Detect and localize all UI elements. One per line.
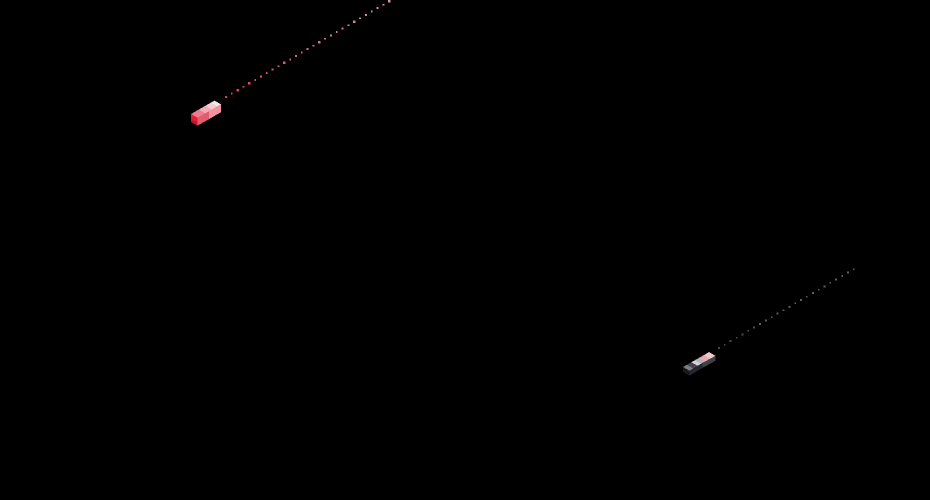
- trail-dot: [236, 89, 239, 92]
- trail-dot: [741, 333, 744, 336]
- red-vehicle-top-tip: [210, 100, 221, 107]
- trail-dot: [289, 58, 292, 61]
- gray-vehicle-end-cap: [683, 367, 690, 376]
- trail-dot: [376, 6, 379, 10]
- trail-dot: [277, 65, 280, 68]
- trail-dot: [788, 305, 791, 308]
- trail-dot: [724, 343, 726, 346]
- trail-dot: [735, 336, 738, 339]
- red-vehicle-side-rear: [209, 104, 221, 119]
- trail-dot: [794, 302, 796, 305]
- trail-dot: [764, 319, 767, 322]
- trail-dot: [388, 0, 391, 3]
- trail-dot: [841, 275, 843, 277]
- vehicles-layer: [191, 100, 716, 376]
- trail-dot: [341, 27, 344, 30]
- red-vehicle-side-front: [197, 111, 210, 126]
- red-vehicle-top-rear: [205, 102, 218, 110]
- gray-vehicle-top-slate: [686, 362, 698, 369]
- trail-dot: [718, 347, 720, 349]
- trail-dot: [382, 3, 385, 6]
- trail-dot: [242, 85, 245, 88]
- trail-dot: [312, 44, 315, 47]
- trail-dot: [335, 31, 338, 33]
- trail-dot: [283, 61, 286, 64]
- trail-dot: [324, 37, 326, 40]
- gray-vehicle-trail: [718, 268, 855, 349]
- gray-vehicle-top-white: [691, 360, 702, 366]
- red-vehicle-trail: [224, 0, 391, 99]
- trail-dot: [370, 10, 373, 13]
- trail-dot: [729, 340, 732, 343]
- trail-dot: [823, 285, 826, 288]
- trail-dot: [259, 75, 263, 78]
- trail-dot: [294, 54, 298, 58]
- gray-vehicle-top-gray: [694, 358, 706, 364]
- trail-dot: [770, 316, 773, 318]
- trail-dot: [364, 13, 368, 17]
- gray-vehicle-side-rear: [702, 355, 716, 368]
- trail-dot: [271, 68, 274, 71]
- trail-dot: [329, 34, 333, 37]
- trail-dot: [753, 326, 756, 329]
- red-vehicle-top-front: [191, 109, 206, 118]
- trail-dot: [318, 41, 321, 44]
- trail-dot: [852, 268, 855, 270]
- trail-dot: [806, 295, 808, 298]
- trail-dot: [347, 24, 350, 27]
- gray-vehicle-top-pink: [698, 355, 711, 362]
- trail-dot: [829, 282, 832, 284]
- trail-dot: [224, 95, 228, 99]
- red-vehicle[interactable]: [191, 100, 221, 126]
- trail-dot: [747, 330, 750, 332]
- red-vehicle-top-mid: [198, 105, 212, 114]
- trail-dot: [759, 323, 761, 325]
- trail-dot: [846, 271, 849, 274]
- red-vehicle-end-cap-shade: [191, 118, 198, 126]
- trail-dot: [306, 48, 309, 51]
- trail-dot: [248, 82, 251, 85]
- gray-vehicle-side-front: [689, 362, 703, 376]
- trail-dot: [265, 72, 268, 74]
- gray-vehicle[interactable]: [683, 352, 716, 376]
- trail-dot: [835, 278, 838, 281]
- gray-vehicle-top-pink-tip: [703, 352, 716, 359]
- trail-dot: [230, 92, 233, 95]
- trail-dot: [782, 309, 785, 312]
- trails-layer: [224, 0, 855, 349]
- trail-dot: [811, 292, 814, 295]
- trail-dot: [300, 51, 303, 54]
- trail-dot: [353, 20, 356, 23]
- trail-dot: [776, 312, 779, 315]
- trail-dot: [817, 288, 820, 291]
- trail-dot: [800, 298, 803, 301]
- trail-dot: [254, 79, 257, 81]
- gray-vehicle-top-front: [683, 364, 694, 371]
- trail-dot: [359, 17, 361, 20]
